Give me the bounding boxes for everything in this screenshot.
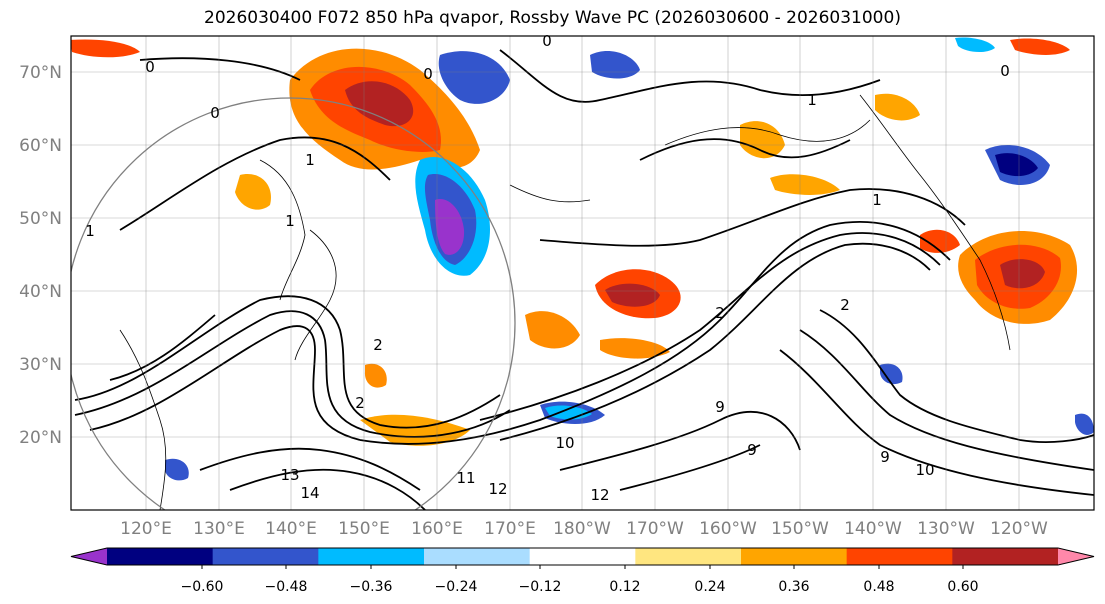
- contour-label: 1: [807, 91, 817, 109]
- contour-lines: [74, 49, 1094, 510]
- contour-label: 0: [145, 58, 155, 76]
- lon-tick-label: 140°W: [844, 519, 902, 539]
- contour-label: 14: [300, 484, 319, 502]
- longitude-labels: 120°E 130°E 140°E 150°E 160°E 170°E 180°W 170°W…: [120, 519, 1048, 539]
- contour-label: 1: [285, 212, 295, 230]
- contour-label: 2: [373, 336, 383, 354]
- colorbar-segment: [318, 548, 425, 565]
- contour-label: 2: [355, 394, 365, 412]
- lat-tick-label: 40°N: [19, 282, 62, 302]
- colorbar-outline: [70, 547, 1095, 566]
- map-area: [71, 36, 1094, 510]
- colorbar-tick-label: −0.48: [265, 579, 308, 595]
- contour-label: 12: [488, 480, 507, 498]
- contour-label: 11: [456, 469, 475, 487]
- contour-label: 9: [880, 448, 890, 466]
- contour-label: 1: [305, 151, 315, 169]
- colorbar-segment: [212, 548, 319, 565]
- lon-tick-label: 130°E: [193, 519, 245, 539]
- lat-tick-label: 70°N: [19, 63, 62, 83]
- colorbar-tick-label: 0.12: [609, 579, 640, 595]
- reference-circle: [71, 97, 516, 510]
- colorbar-segment: [741, 548, 848, 565]
- contour-label: 2: [840, 296, 850, 314]
- map-title: 2026030400 F072 850 hPa qvapor, Rossby W…: [204, 8, 901, 28]
- colorbar-segment: [424, 548, 531, 565]
- coastlines: [119, 94, 1011, 510]
- colorbar-tick-label: −0.60: [181, 579, 224, 595]
- lat-tick-label: 20°N: [19, 428, 62, 448]
- lon-tick-label: 160°E: [411, 519, 463, 539]
- contour-label: 0: [542, 32, 552, 50]
- latitude-labels: 70°N 60°N 50°N 40°N 30°N 20°N: [19, 63, 62, 448]
- colorbar-tick-label: 0.24: [694, 579, 725, 595]
- contour-label: 13: [280, 466, 299, 484]
- colorbar-tick-label: 0.48: [863, 579, 894, 595]
- contour-label: 12: [590, 486, 609, 504]
- contour-label: 0: [210, 104, 220, 122]
- lon-tick-label: 160°W: [699, 519, 757, 539]
- contour-label: 1: [85, 222, 95, 240]
- contour-label: 2: [715, 304, 725, 322]
- lon-tick-label: 180°W: [553, 519, 611, 539]
- colorbar-segment: [529, 548, 636, 565]
- lon-tick-label: 120°E: [120, 519, 172, 539]
- colorbar-segment: [635, 548, 742, 565]
- contour-label: 0: [423, 65, 433, 83]
- colorbar-tick-label: 0.36: [778, 579, 809, 595]
- colorbar-segment: [846, 548, 953, 565]
- colorbar-tick-label: −0.24: [435, 579, 478, 595]
- map-frame: [70, 35, 1095, 511]
- contour-label: 9: [715, 398, 725, 416]
- colorbar-tick-label: −0.36: [350, 579, 393, 595]
- lon-tick-label: 170°W: [626, 519, 684, 539]
- shaded-anomaly-fields: [71, 37, 1094, 481]
- colorbar-extend-high: [1058, 548, 1094, 565]
- lon-tick-label: 140°E: [265, 519, 317, 539]
- contour-label: 10: [555, 434, 574, 452]
- lon-tick-label: 130°W: [917, 519, 975, 539]
- contour-label: 9: [747, 441, 757, 459]
- lon-tick-label: 150°W: [771, 519, 829, 539]
- colorbar-segment: [107, 548, 214, 565]
- gridlines: [71, 36, 1094, 510]
- contour-label: 1: [872, 191, 882, 209]
- contour-label: 0: [1000, 62, 1010, 80]
- colorbar-segment: [952, 548, 1059, 565]
- lat-tick-label: 50°N: [19, 209, 62, 229]
- colorbar-extend-low: [71, 548, 107, 565]
- lon-tick-label: 170°E: [484, 519, 536, 539]
- lat-tick-label: 60°N: [19, 136, 62, 156]
- contour-label: 10: [915, 461, 934, 479]
- colorbar: −0.60 −0.48 −0.36 −0.24 −0.12 0.12 0.24 0.36 0.4…: [70, 547, 1095, 595]
- lat-tick-label: 30°N: [19, 355, 62, 375]
- colorbar-tick-label: 0.60: [947, 579, 978, 595]
- colorbar-tick-label: −0.12: [519, 579, 562, 595]
- lon-tick-label: 150°E: [338, 519, 390, 539]
- lon-tick-label: 120°W: [990, 519, 1048, 539]
